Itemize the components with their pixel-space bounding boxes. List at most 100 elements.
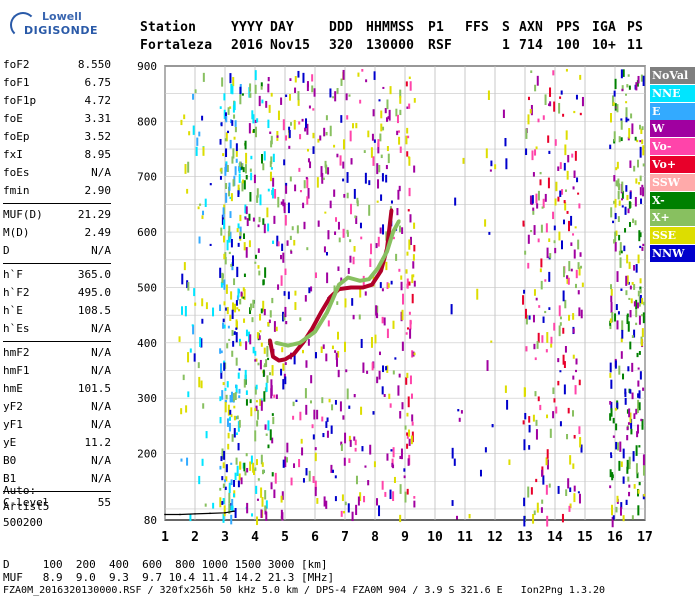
noise-echo (611, 95, 614, 107)
noise-echo (251, 513, 254, 517)
noise-echo (264, 267, 267, 278)
x-tick-label: 12 (487, 530, 503, 545)
noise-echo (238, 419, 241, 428)
noise-echo (235, 416, 238, 420)
trace-point (319, 310, 323, 314)
noise-echo (314, 272, 317, 279)
noise-echo (299, 411, 302, 421)
noise-echo (244, 471, 247, 476)
noise-echo (545, 349, 548, 353)
noise-echo (303, 221, 306, 230)
noise-echo (641, 297, 644, 305)
noise-echo (392, 236, 395, 240)
trace-point (397, 219, 401, 223)
noise-echo (642, 387, 645, 391)
param-key: hmF1 (3, 364, 30, 377)
noise-echo (638, 481, 641, 486)
param-key: yF1 (3, 418, 23, 431)
noise-echo (612, 417, 615, 424)
noise-echo (643, 301, 646, 306)
trace-point (274, 341, 278, 345)
noise-echo (342, 415, 345, 420)
noise-echo (403, 468, 406, 472)
noise-echo (289, 176, 292, 182)
lowell-digisonde-logo: Lowell DIGISONDE (6, 4, 156, 44)
noise-echo (406, 488, 409, 495)
noise-echo (641, 246, 644, 251)
noise-echo (316, 177, 319, 188)
noise-echo (540, 280, 543, 290)
noise-echo (547, 177, 550, 189)
param-key: fxI (3, 148, 23, 161)
noise-echo (626, 313, 629, 317)
noise-echo (627, 281, 630, 285)
noise-echo (328, 398, 331, 403)
noise-echo (553, 398, 556, 403)
noise-echo (201, 115, 204, 121)
noise-echo (224, 387, 227, 391)
noise-echo (221, 476, 224, 481)
noise-echo (406, 412, 409, 417)
noise-echo (627, 422, 630, 425)
noise-echo (325, 421, 328, 428)
noise-echo (241, 93, 244, 96)
noise-echo (413, 98, 416, 103)
noise-echo (572, 375, 575, 380)
noise-echo (317, 138, 320, 143)
noise-echo (230, 193, 233, 202)
noise-echo (225, 183, 228, 189)
noise-echo (189, 348, 192, 353)
param-key: yE (3, 436, 17, 449)
noise-echo (186, 457, 189, 466)
noise-echo (404, 491, 407, 503)
noise-echo (280, 368, 283, 376)
noise-echo (579, 252, 582, 257)
noise-echo (628, 491, 631, 497)
noise-echo (389, 489, 392, 500)
noise-echo (370, 147, 373, 158)
noise-echo (250, 172, 253, 181)
noise-echo (575, 369, 578, 373)
noise-echo (267, 76, 270, 82)
noise-echo (569, 487, 572, 493)
hdr-label-p1: P1 (428, 20, 445, 35)
param-key: foF2 (3, 58, 30, 71)
noise-echo (236, 228, 239, 233)
noise-echo (233, 405, 236, 409)
noise-echo (557, 485, 560, 494)
noise-echo (244, 369, 247, 380)
noise-echo (547, 135, 550, 143)
noise-echo (385, 366, 388, 371)
noise-echo (548, 103, 551, 107)
noise-echo (267, 83, 270, 93)
noise-echo (230, 291, 233, 300)
noise-echo (385, 231, 388, 241)
noise-echo (535, 146, 538, 150)
noise-echo (334, 400, 337, 405)
noise-echo (622, 373, 625, 380)
trace-point (376, 266, 380, 270)
noise-echo (385, 164, 388, 170)
noise-echo (537, 396, 540, 402)
param-key: hmF2 (3, 346, 30, 359)
noise-echo (285, 184, 288, 194)
noise-echo (245, 206, 248, 215)
noise-echo (573, 493, 576, 503)
noise-echo (639, 187, 642, 196)
noise-echo (320, 166, 323, 177)
noise-echo (558, 325, 561, 337)
noise-echo (245, 390, 248, 395)
noise-echo (633, 484, 636, 489)
noise-echo (394, 357, 397, 360)
noise-echo (273, 321, 276, 332)
noise-echo (502, 109, 505, 119)
noise-echo (372, 156, 375, 166)
noise-echo (180, 408, 183, 415)
noise-echo (562, 266, 565, 278)
noise-echo (530, 487, 533, 495)
noise-echo (303, 180, 306, 189)
noise-echo (225, 464, 228, 473)
noise-echo (238, 173, 241, 183)
noise-echo (532, 414, 535, 422)
noise-echo (624, 206, 627, 215)
